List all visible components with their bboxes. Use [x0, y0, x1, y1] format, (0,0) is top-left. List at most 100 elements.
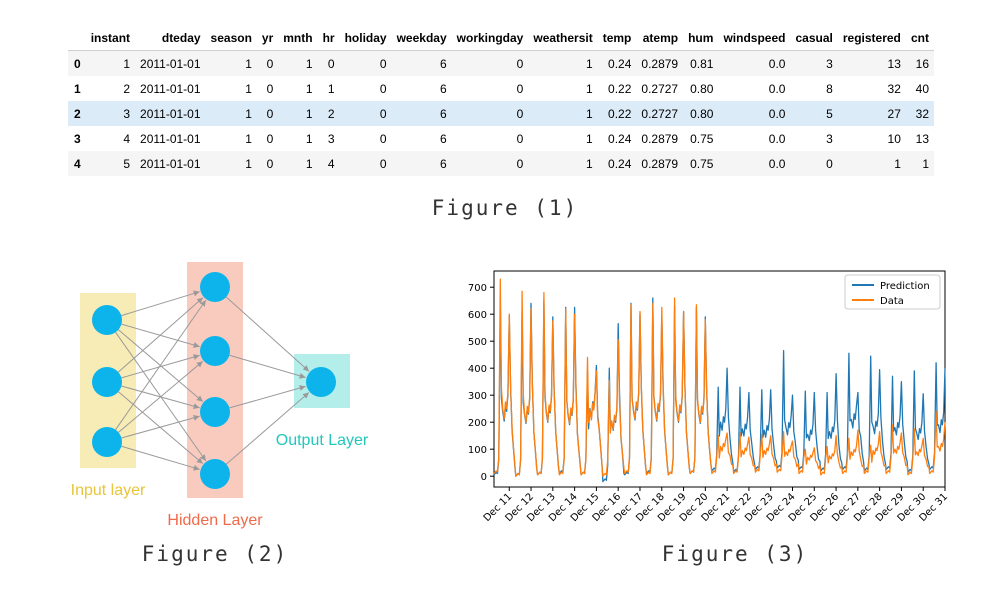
cell-casual: 0	[790, 151, 838, 176]
cell-yr: 0	[256, 126, 279, 151]
cell-cnt: 13	[905, 126, 934, 151]
cell-windspeed: 0.0	[718, 126, 791, 151]
cell-registered: 13	[837, 50, 906, 76]
table-row: 3 4 2011-01-01 1 0 1 3 0 6 0 1 0.24 0.2879 0.75 0.0 3 10…	[68, 126, 934, 151]
hidden-node	[200, 272, 230, 302]
cell-weathersit: 1	[528, 50, 598, 76]
cell-weekday: 6	[391, 101, 452, 126]
cell-windspeed: 0.0	[718, 101, 791, 126]
cell-windspeed: 0.0	[718, 151, 791, 176]
column-header-cnt: cnt	[905, 26, 934, 51]
y-tick-label: 100	[468, 445, 487, 456]
y-tick-label: 200	[468, 418, 487, 429]
cell-cnt: 32	[905, 101, 934, 126]
cell-windspeed: 0.0	[718, 50, 791, 76]
cell-temp: 0.24	[597, 50, 637, 76]
connection-arrow	[229, 385, 306, 409]
cell-dteday: 2011-01-01	[135, 126, 206, 151]
column-header-weathersit: weathersit	[528, 26, 598, 51]
connection-arrow	[121, 354, 200, 379]
connection-arrow	[121, 445, 200, 471]
figure-1-caption: Figure (1)	[431, 196, 579, 220]
cell-temp: 0.24	[597, 126, 637, 151]
cell-yr: 0	[256, 76, 279, 101]
cell-hum: 0.81	[683, 50, 719, 76]
column-header-mnth: mnth	[278, 26, 318, 51]
cell-dteday: 2011-01-01	[135, 151, 206, 176]
cell-hr: 2	[317, 101, 340, 126]
cell-yr: 0	[256, 50, 279, 76]
column-header-atemp: atemp	[636, 26, 684, 51]
cell-season: 1	[205, 50, 257, 76]
cell-dteday: 2011-01-01	[135, 101, 206, 126]
cell-weekday: 6	[391, 76, 452, 101]
cell-weathersit: 1	[528, 101, 598, 126]
cell-casual: 3	[790, 126, 838, 151]
cell-instant: 2	[85, 76, 136, 101]
cell-casual: 5	[790, 101, 838, 126]
input-node	[92, 367, 122, 397]
row-index: 2	[68, 101, 86, 126]
hidden-node	[200, 459, 230, 489]
table-row: 0 1 2011-01-01 1 0 1 0 0 6 0 1 0.24 0.2879 0.81 0.0 3 13…	[68, 50, 934, 76]
cell-registered: 1	[837, 151, 906, 176]
table-row: 2 3 2011-01-01 1 0 1 2 0 6 0 1 0.22 0.2727 0.80 0.0 5 27…	[68, 101, 934, 126]
y-tick-label: 0	[481, 472, 487, 483]
column-header-hum: hum	[683, 26, 719, 51]
cell-holiday: 0	[339, 126, 392, 151]
output-node	[306, 367, 336, 397]
neural-network-diagram: Input layer Hidden Layer Output Layer	[71, 262, 369, 529]
cell-weathersit: 1	[528, 126, 598, 151]
y-tick-label: 700	[468, 283, 487, 294]
cell-mnth: 1	[278, 101, 318, 126]
cell-workingday: 0	[451, 126, 529, 151]
cell-hum: 0.80	[683, 76, 719, 101]
cell-weekday: 6	[391, 151, 452, 176]
connection-arrow	[117, 297, 204, 373]
cell-casual: 8	[790, 76, 838, 101]
cell-dteday: 2011-01-01	[135, 76, 206, 101]
hidden-node	[200, 336, 230, 366]
cell-registered: 27	[837, 101, 906, 126]
cell-atemp: 0.2727	[636, 101, 684, 126]
cell-temp: 0.22	[597, 76, 637, 101]
cell-hum: 0.75	[683, 126, 719, 151]
column-header-casual: casual	[790, 26, 838, 51]
cell-holiday: 0	[339, 101, 392, 126]
cell-hum: 0.80	[683, 101, 719, 126]
cell-dteday: 2011-01-01	[135, 50, 206, 76]
column-header-dteday: dteday	[135, 26, 206, 51]
connection-arrow	[226, 392, 310, 465]
connection-arrow	[118, 391, 204, 465]
cell-weathersit: 1	[528, 76, 598, 101]
y-tick-label: 400	[468, 364, 487, 375]
cell-mnth: 1	[278, 126, 318, 151]
hidden-node	[200, 397, 230, 427]
cell-atemp: 0.2879	[636, 126, 684, 151]
input-node	[92, 305, 122, 335]
cell-windspeed: 0.0	[718, 76, 791, 101]
column-header-workingday: workingday	[451, 26, 529, 51]
connection-arrow	[121, 414, 200, 439]
cell-atemp: 0.2879	[636, 50, 684, 76]
column-header-temp: temp	[597, 26, 637, 51]
chart-legend: Prediction Data	[844, 274, 941, 310]
cell-hum: 0.75	[683, 151, 719, 176]
row-index: 1	[68, 76, 86, 101]
cell-season: 1	[205, 151, 257, 176]
column-header-instant: instant	[85, 26, 136, 51]
y-tick-label: 600	[468, 310, 487, 321]
column-header-windspeed: windspeed	[718, 26, 791, 51]
input-node	[92, 427, 122, 457]
cell-casual: 3	[790, 50, 838, 76]
cell-holiday: 0	[339, 76, 392, 101]
index-header	[68, 26, 86, 51]
column-header-yr: yr	[256, 26, 279, 51]
row-index: 3	[68, 126, 86, 151]
row-index: 4	[68, 151, 86, 176]
connection-arrow	[121, 290, 200, 317]
cell-mnth: 1	[278, 76, 318, 101]
cell-atemp: 0.2727	[636, 76, 684, 101]
column-header-season: season	[205, 26, 257, 51]
cell-weekday: 6	[391, 126, 452, 151]
